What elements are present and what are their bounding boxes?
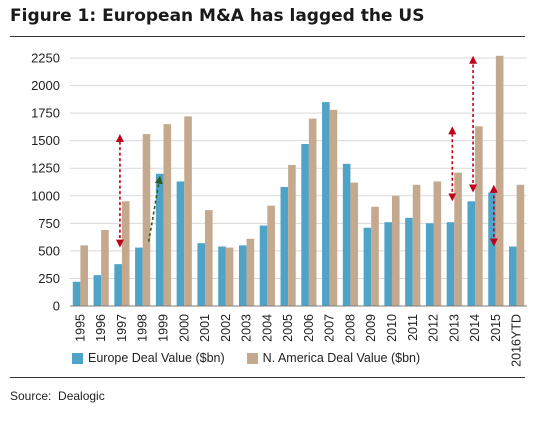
bar-europe-2015 xyxy=(488,192,496,306)
bars xyxy=(72,55,525,307)
bar-namerica-2016YTD xyxy=(516,184,525,306)
bar-europe-2010 xyxy=(384,222,392,306)
bar-europe-2013 xyxy=(446,222,455,306)
bar-namerica-2012 xyxy=(433,181,442,306)
bar-europe-2007 xyxy=(322,102,330,306)
bar-europe-2006 xyxy=(301,143,309,306)
bar-europe-1996 xyxy=(93,275,102,306)
bar-namerica-2014 xyxy=(475,126,483,307)
legend-swatch-namerica xyxy=(246,352,258,364)
x-tick-label-2004: 2004 xyxy=(260,314,274,342)
legend: Europe Deal Value ($bn) N. America Deal … xyxy=(72,351,442,365)
x-tick-label-1999: 1999 xyxy=(156,314,170,342)
bar-namerica-2002 xyxy=(225,247,234,306)
x-tick-label-2002: 2002 xyxy=(219,314,233,342)
x-tick-label-2016YTD: 2016YTD xyxy=(510,314,524,367)
x-tick-label-2014: 2014 xyxy=(468,314,482,342)
y-tick-label-2000: 2000 xyxy=(31,78,60,93)
bar-europe-2012 xyxy=(425,223,434,306)
bar-europe-2011 xyxy=(405,217,413,306)
bar-europe-2016YTD xyxy=(509,246,517,306)
x-tick-label-1995: 1995 xyxy=(73,314,87,342)
x-tick-label-2012: 2012 xyxy=(427,314,441,342)
bar-europe-2003 xyxy=(238,245,247,306)
x-axis-tick-labels: 1995 1996 1997 1998 1999 2000 2001 2002 2003 2004… xyxy=(73,314,523,367)
y-tick-label-1000: 1000 xyxy=(31,188,60,203)
bar-namerica-2015 xyxy=(495,55,504,306)
x-tick-label-2009: 2009 xyxy=(364,314,378,342)
x-tick-label-2008: 2008 xyxy=(343,314,357,342)
bar-namerica-2000 xyxy=(184,116,192,306)
x-tick-label-2015: 2015 xyxy=(489,314,503,342)
x-tick-label-1996: 1996 xyxy=(94,314,108,342)
bar-europe-2014 xyxy=(467,201,476,306)
bar-namerica-1995 xyxy=(80,245,88,306)
y-tick-label-0: 0 xyxy=(53,299,60,314)
legend-item-namerica: N. America Deal Value ($bn) xyxy=(246,351,421,365)
x-tick-label-2006: 2006 xyxy=(302,314,316,342)
y-tick-label-500: 500 xyxy=(38,243,60,258)
y-tick-label-1250: 1250 xyxy=(31,161,60,176)
bar-europe-1997 xyxy=(114,264,122,306)
y-tick-label-250: 250 xyxy=(38,271,60,286)
bar-europe-2005 xyxy=(280,186,289,306)
x-tick-label-2013: 2013 xyxy=(447,314,461,342)
bar-namerica-1997 xyxy=(121,201,130,306)
bar-namerica-2010 xyxy=(391,195,400,306)
y-axis-tick-labels: 0 250 500 750 1000 1250 1500 1750 2000 2250 xyxy=(31,51,60,314)
bar-europe-2000 xyxy=(176,181,185,306)
legend-label-namerica: N. America Deal Value ($bn) xyxy=(262,351,421,365)
bar-namerica-2013 xyxy=(454,172,462,306)
bar-europe-1998 xyxy=(135,247,143,306)
x-tick-label-2001: 2001 xyxy=(198,314,212,342)
x-tick-label-2007: 2007 xyxy=(323,314,337,342)
y-tick-label-750: 750 xyxy=(38,216,60,231)
bar-namerica-1999 xyxy=(163,124,172,306)
legend-item-europe: Europe Deal Value ($bn) xyxy=(72,351,225,365)
y-tick-label-2250: 2250 xyxy=(31,51,60,66)
x-tick-label-1997: 1997 xyxy=(115,314,129,342)
bar-namerica-2006 xyxy=(308,118,317,306)
bar-namerica-2008 xyxy=(350,182,359,306)
bar-europe-1995 xyxy=(72,281,81,306)
x-tick-label-2005: 2005 xyxy=(281,314,295,342)
bar-europe-2008 xyxy=(342,163,351,306)
figure-title: Figure 1: European M&A has lagged the US xyxy=(10,6,425,26)
bar-namerica-2005 xyxy=(288,164,296,306)
bar-namerica-2007 xyxy=(329,109,338,306)
annotation-green-arrow-1998 xyxy=(147,175,163,242)
source-note: Source: Dealogic xyxy=(10,389,105,403)
legend-label-europe: Europe Deal Value ($bn) xyxy=(88,351,225,365)
annotations xyxy=(115,55,498,248)
bar-namerica-2001 xyxy=(205,210,213,306)
bar-namerica-2004 xyxy=(267,205,275,306)
bar-namerica-2009 xyxy=(371,206,379,306)
x-tick-label-1998: 1998 xyxy=(136,314,150,342)
bar-namerica-1996 xyxy=(101,229,109,306)
bar-europe-2001 xyxy=(197,243,206,306)
title-rule xyxy=(10,36,525,37)
bar-namerica-1998 xyxy=(142,134,151,306)
y-tick-label-1750: 1750 xyxy=(31,106,60,121)
bar-europe-2002 xyxy=(218,246,226,306)
bar-europe-2009 xyxy=(363,227,372,306)
x-tick-label-2011: 2011 xyxy=(406,314,420,341)
bar-namerica-2003 xyxy=(246,238,255,306)
bar-europe-1999 xyxy=(155,173,164,306)
y-tick-label-1500: 1500 xyxy=(31,133,60,148)
x-tick-label-2000: 2000 xyxy=(177,314,191,342)
x-tick-label-2003: 2003 xyxy=(240,314,254,342)
source-rule xyxy=(10,377,525,378)
x-tick-label-2010: 2010 xyxy=(385,314,399,342)
bar-namerica-2011 xyxy=(412,184,421,306)
legend-swatch-europe xyxy=(72,352,83,364)
bar-europe-2004 xyxy=(259,225,268,306)
